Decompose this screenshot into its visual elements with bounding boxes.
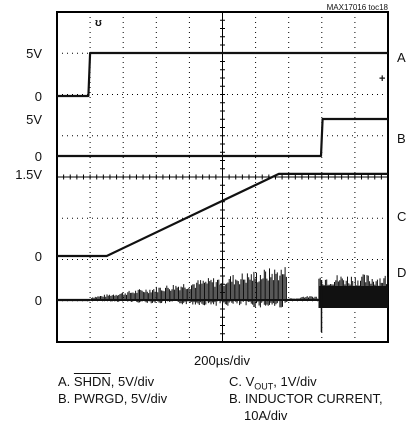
caption-d: B. INDUCTOR CURRENT, <box>229 391 383 407</box>
trace-c <box>57 172 388 258</box>
caption-d-scale: 10A/div <box>244 408 288 423</box>
caption-b-scale: , 5V/div <box>123 391 168 406</box>
caption-c-name: V <box>245 374 255 389</box>
markers: ʊ + <box>95 17 385 85</box>
y-tick-label-d: 0 <box>35 293 42 308</box>
channel-label-c: C <box>397 209 406 224</box>
caption-c-sub: OUT <box>254 381 274 392</box>
trace-b <box>57 117 388 158</box>
y-tick-label-c: 0 <box>35 249 42 264</box>
y-tick-label-b: 5V <box>26 112 42 127</box>
caption-a-name: SHDN <box>73 374 111 389</box>
trace-a <box>57 51 388 98</box>
channel-labels: A B C D <box>397 50 406 280</box>
y-tick-label-c: 1.5V <box>15 167 42 182</box>
level-marker: + <box>379 73 385 85</box>
caption-d-letter: B. <box>229 391 245 406</box>
y-tick-label-a: 0 <box>35 89 42 104</box>
caption-c-letter: C. <box>229 374 246 389</box>
caption-a-scale: , 5V/div <box>110 374 155 389</box>
x-axis-scale: 200µs/div <box>194 353 250 368</box>
channel-label-a: A <box>397 50 406 65</box>
caption-d-line2: 10A/div <box>244 408 287 424</box>
caption-c-scale: , 1V/div <box>273 374 317 389</box>
caption-b-name: PWRGD <box>73 391 124 406</box>
traces <box>57 51 389 332</box>
caption-a-letter: A. <box>58 374 74 389</box>
caption-b-letter: B. <box>58 391 74 406</box>
y-tick-labels: 5V 0 5V 0 1.5V 0 0 <box>15 46 42 308</box>
y-tick-label-b: 0 <box>35 149 42 164</box>
trace-d-dense-block <box>318 286 388 308</box>
figure-tag: MAX17016 toc18 <box>327 3 389 12</box>
y-tick-label-a: 5V <box>26 46 42 61</box>
trigger-marker: ʊ <box>95 17 102 29</box>
channel-label-b: B <box>397 131 406 146</box>
channel-label-d: D <box>397 265 406 280</box>
caption-a: A. SHDN, 5V/div <box>58 374 154 390</box>
caption-b: B. PWRGD, 5V/div <box>58 391 167 407</box>
caption-c: C. VOUT, 1V/div <box>229 374 317 395</box>
caption-d-name: INDUCTOR CURRENT, <box>244 391 383 406</box>
